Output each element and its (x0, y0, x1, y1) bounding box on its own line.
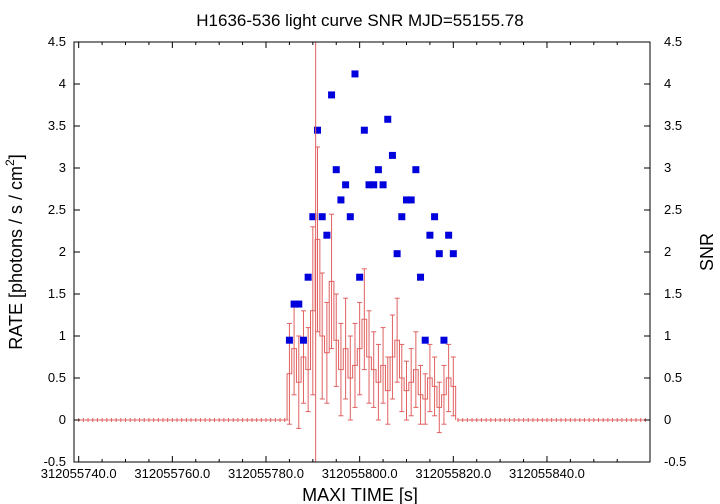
snr-point (440, 336, 448, 344)
y-tick-label-left: -0.5 (44, 454, 66, 469)
y-axis-label-left-main: RATE [photons / s / cm (6, 166, 26, 350)
snr-point (398, 213, 406, 221)
snr-point (351, 70, 359, 78)
snr-point (318, 213, 326, 221)
y-tick-label-left: 0 (59, 412, 66, 427)
x-tick-label: 312055740.0 (41, 466, 117, 481)
y-tick-label-right: 0.5 (664, 370, 682, 385)
snr-point (304, 273, 312, 281)
snr-point (290, 300, 298, 308)
axis-ticks: -0.5 -0.5 0 0 0.5 0.5 1 1 1.5 1.5 2 2 2.5 2.5 3 3 3.5 3.5… (41, 34, 687, 481)
snr-series (285, 70, 457, 344)
y-tick-label-right: 0 (664, 412, 671, 427)
snr-point (449, 250, 457, 258)
y-tick-label-right: 4 (664, 76, 671, 91)
snr-point (295, 300, 303, 308)
y-tick-label-left: 2 (59, 244, 66, 259)
x-tick-label: 312055800.0 (322, 466, 398, 481)
snr-point (384, 115, 392, 123)
snr-point (337, 196, 345, 204)
y-tick-label-left: 0.5 (48, 370, 66, 385)
y-tick-label-right: 2 (664, 244, 671, 259)
y-tick-label-left: 2.5 (48, 202, 66, 217)
y-axis-label-left: RATE [photons / s / cm2] (3, 154, 26, 349)
snr-point (426, 231, 434, 239)
snr-point (417, 273, 425, 281)
x-tick-label: 312055840.0 (509, 466, 585, 481)
x-axis-label: MAXI TIME [s] (302, 485, 418, 504)
x-tick-label: 312055780.0 (228, 466, 304, 481)
y-tick-label-left: 1 (59, 328, 66, 343)
snr-point (435, 250, 443, 258)
x-tick-label: 312055820.0 (415, 466, 491, 481)
y-axis-label-left-tail: ] (6, 154, 26, 159)
y-tick-label-left: 4.5 (48, 34, 66, 49)
chart-title: H1636-536 light curve SNR MJD=55155.78 (196, 11, 523, 30)
snr-point (388, 151, 396, 159)
snr-point (332, 166, 340, 174)
snr-point (412, 166, 420, 174)
snr-point (309, 213, 317, 221)
y-tick-label-left: 3.5 (48, 118, 66, 133)
snr-point (314, 126, 322, 134)
plot-frame (73, 41, 651, 463)
y-tick-label-right: 1 (664, 328, 671, 343)
snr-point (323, 231, 331, 239)
y-tick-label-left: 4 (59, 76, 66, 91)
snr-point (421, 336, 429, 344)
y-tick-label-right: 4.5 (664, 34, 682, 49)
snr-point (402, 196, 410, 204)
snr-point (356, 273, 364, 281)
y-axis-label-right: SNR (697, 233, 717, 271)
snr-point (445, 231, 453, 239)
snr-point (299, 336, 307, 344)
y-tick-label-right: 3 (664, 160, 671, 175)
snr-point (379, 181, 387, 189)
snr-point (328, 91, 336, 99)
y-tick-label-left: 1.5 (48, 286, 66, 301)
rate-series (78, 146, 646, 434)
y-tick-label-right: 2.5 (664, 202, 682, 217)
snr-point (393, 250, 401, 258)
y-tick-label-right: -0.5 (664, 454, 686, 469)
snr-point (365, 181, 373, 189)
y-tick-label-left: 3 (59, 160, 66, 175)
snr-point (370, 181, 378, 189)
y-tick-label-right: 3.5 (664, 118, 682, 133)
snr-point (374, 166, 382, 174)
snr-point (346, 213, 354, 221)
y-axis-label-left-sup: 2 (3, 159, 17, 166)
snr-point (360, 126, 368, 134)
snr-point (431, 213, 439, 221)
snr-point (407, 196, 415, 204)
y-tick-label-right: 1.5 (664, 286, 682, 301)
x-tick-label: 312055760.0 (134, 466, 210, 481)
snr-point (342, 181, 350, 189)
snr-point (285, 336, 293, 344)
